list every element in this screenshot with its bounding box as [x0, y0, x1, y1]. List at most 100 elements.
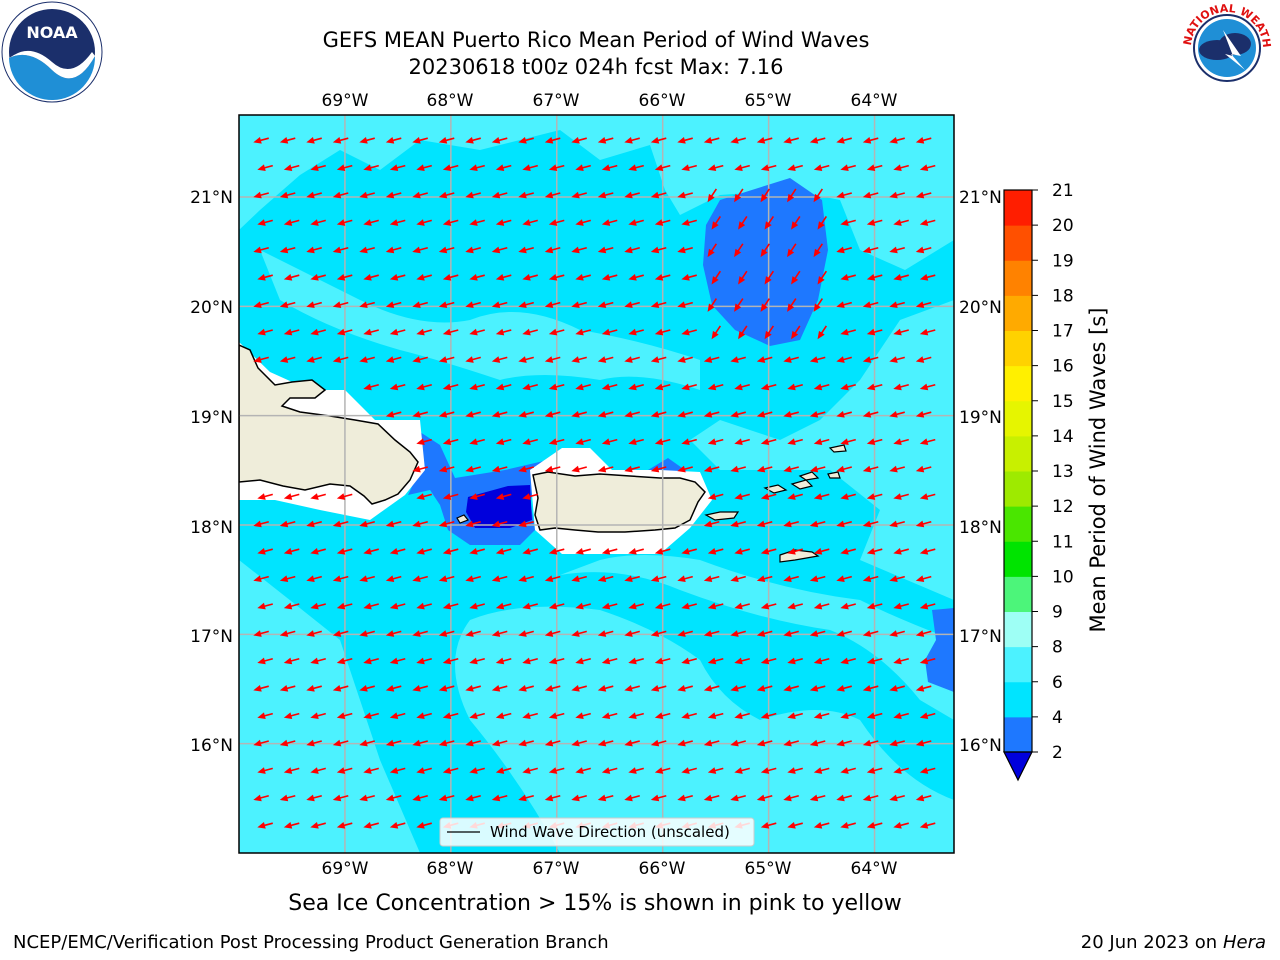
wave-direction-arrow [575, 657, 591, 665]
wave-direction-arrow [412, 739, 428, 747]
wave-direction-arrow [734, 298, 744, 312]
colorbar-tick-label: 20 [1052, 216, 1074, 236]
wave-direction-arrow [257, 274, 273, 281]
wave-direction-arrow [548, 657, 565, 665]
lat-label-right: 20°N [959, 298, 1002, 318]
colorbar-tick-label: 11 [1052, 532, 1074, 552]
wave-direction-arrow [359, 575, 375, 583]
wave-direction-arrow [760, 657, 777, 665]
wave-direction-arrow [412, 794, 428, 802]
colorbar-tick-label: 17 [1052, 322, 1074, 342]
wave-direction-arrow [442, 548, 459, 555]
wave-direction-arrow [601, 383, 618, 391]
wave-direction-arrow [359, 191, 375, 199]
wave-direction-arrow [624, 794, 640, 802]
wave-direction-arrow [575, 383, 591, 391]
wave-direction-arrow [518, 575, 534, 583]
wave-direction-arrow [257, 493, 273, 500]
wave-direction-arrow [624, 575, 640, 583]
wave-direction-arrow [412, 356, 428, 363]
wave-direction-arrow [571, 465, 587, 473]
title-line-1: GEFS MEAN Puerto Rico Mean Period of Win… [322, 28, 870, 52]
wave-direction-arrow [813, 822, 830, 829]
wave-direction-arrow [628, 657, 644, 665]
contour-6-8-south [239, 560, 954, 853]
wave-direction-arrow [544, 411, 561, 418]
wave-direction-arrow [363, 328, 379, 336]
wave-direction-arrow [707, 383, 724, 391]
wave-direction-arrow [438, 520, 455, 528]
wave-direction-arrow [703, 520, 720, 528]
wave-direction-arrow [915, 465, 932, 473]
wave-direction-arrow [389, 383, 406, 391]
wave-direction-arrow [734, 383, 750, 391]
wave-direction-arrow [544, 685, 561, 692]
wave-direction-arrow [389, 548, 406, 555]
wave-direction-arrow [703, 575, 720, 583]
wave-direction-arrow [730, 411, 746, 418]
contour-4-6-se [925, 608, 954, 692]
wave-direction-arrow [442, 767, 459, 774]
wave-direction-arrow [575, 548, 591, 555]
wave-direction-arrow [575, 767, 591, 774]
wave-direction-arrow [817, 215, 828, 230]
wave-direction-arrow [915, 630, 932, 637]
wave-direction-arrow [575, 274, 591, 281]
wave-direction-arrow [677, 465, 693, 473]
wave-direction-arrow [306, 356, 322, 363]
wave-direction-arrow [866, 164, 883, 172]
colorbar-tick-label: 9 [1052, 603, 1063, 623]
wave-direction-arrow [760, 243, 771, 258]
wave-direction-arrow [734, 712, 750, 720]
lat-label-left: 20°N [190, 298, 233, 318]
lon-label-top: 65°W [745, 91, 792, 111]
wave-direction-arrow [469, 274, 485, 281]
colorbar-tick-label: 18 [1052, 286, 1074, 306]
wave-direction-arrow [760, 298, 771, 312]
wave-direction-arrow [734, 548, 750, 555]
wave-direction-arrow [253, 794, 269, 802]
wave-direction-arrow [597, 465, 614, 473]
colorbar-segment [1004, 541, 1032, 577]
wave-direction-arrow [866, 602, 883, 610]
wave-direction-arrow [809, 685, 826, 692]
wave-direction-arrow [442, 712, 459, 720]
wave-direction-arrow [465, 520, 481, 528]
wave-direction-arrow [253, 301, 269, 309]
wave-direction-arrow [469, 164, 485, 172]
wave-direction-arrow [840, 602, 856, 610]
wave-direction-arrow [597, 575, 614, 583]
wave-direction-arrow [310, 328, 326, 336]
wave-direction-arrow [491, 465, 508, 473]
wave-direction-arrow [783, 465, 799, 473]
wave-direction-arrow [518, 356, 534, 363]
wave-direction-arrow [412, 465, 428, 473]
wave-direction-arrow [866, 767, 883, 774]
wave-direction-arrow [681, 767, 697, 774]
wave-direction-arrow [628, 602, 644, 610]
wave-direction-arrow [416, 767, 432, 774]
wave-direction-arrow [518, 739, 534, 747]
wave-direction-arrow [416, 383, 432, 391]
wave-direction-arrow [253, 246, 269, 254]
wave-direction-arrow [703, 794, 720, 802]
wave-direction-arrow [385, 520, 402, 528]
wave-direction-arrow [862, 301, 879, 309]
wave-direction-arrow [438, 137, 455, 144]
contour-6-8-north [239, 115, 954, 270]
wave-direction-arrow [548, 438, 565, 446]
wave-direction-arrow [253, 520, 269, 528]
wave-direction-arrow [681, 602, 697, 610]
wave-direction-arrow [866, 438, 883, 446]
wave-direction-arrow [809, 794, 826, 802]
colorbar-tick-label: 15 [1052, 392, 1074, 412]
wave-direction-arrow [650, 630, 667, 637]
wave-direction-arrow [809, 575, 826, 583]
wave-direction-arrow [677, 137, 693, 144]
wave-direction-arrow [359, 137, 375, 144]
wave-direction-arrow [597, 356, 614, 363]
wave-direction-arrow [332, 137, 349, 144]
colorbar: 2 4 6 8 9 10 11 12 13 14 15 16 17 18 19 20 21 [1003, 181, 1074, 782]
wave-direction-arrow [469, 438, 485, 446]
wave-direction-arrow [363, 164, 379, 172]
